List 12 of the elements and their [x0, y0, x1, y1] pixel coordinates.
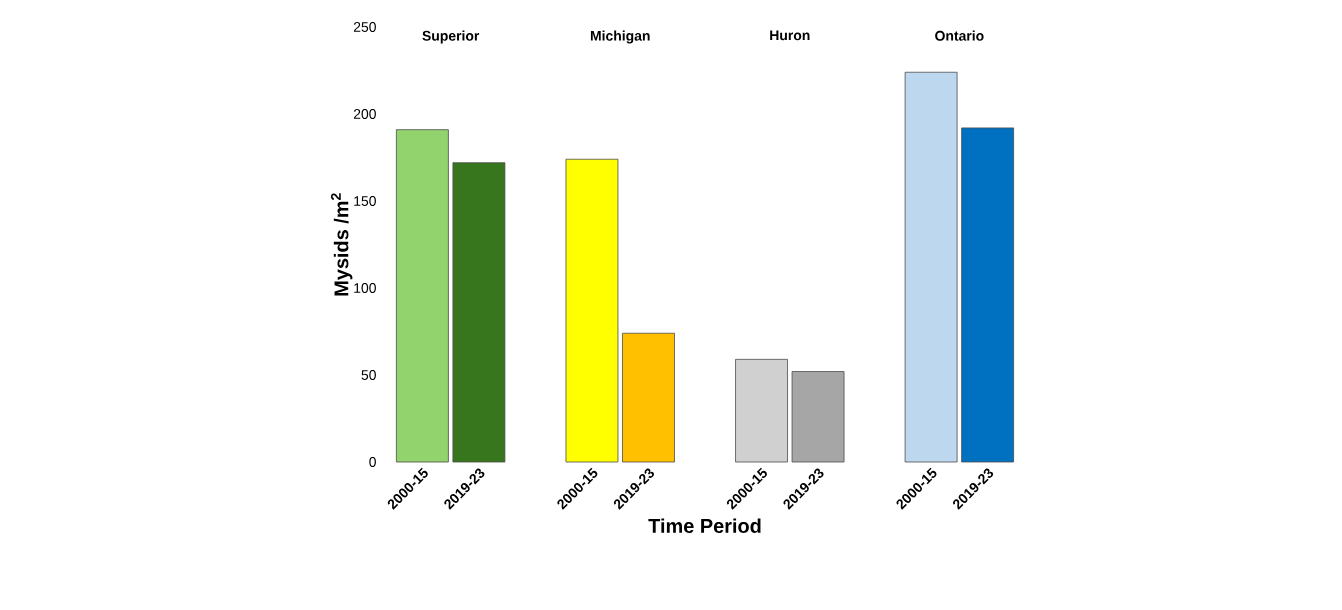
y-tick-label: 200: [353, 109, 376, 119]
annotation: Superior: [422, 30, 480, 44]
y-tick-label: 150: [354, 196, 376, 206]
y-axis-title: Mysids /m$^{2}$: [330, 193, 353, 296]
y-tick-label: 250: [353, 22, 376, 32]
x-axis-title: Time Period: [648, 518, 761, 534]
y-tick-label: 50: [361, 370, 376, 380]
annotation: Huron: [770, 30, 810, 41]
annotation: Michigan: [590, 30, 650, 44]
annotation: Ontario: [935, 30, 984, 41]
y-tick-label: 0: [369, 457, 376, 467]
y-tick-label: 100: [354, 283, 376, 293]
